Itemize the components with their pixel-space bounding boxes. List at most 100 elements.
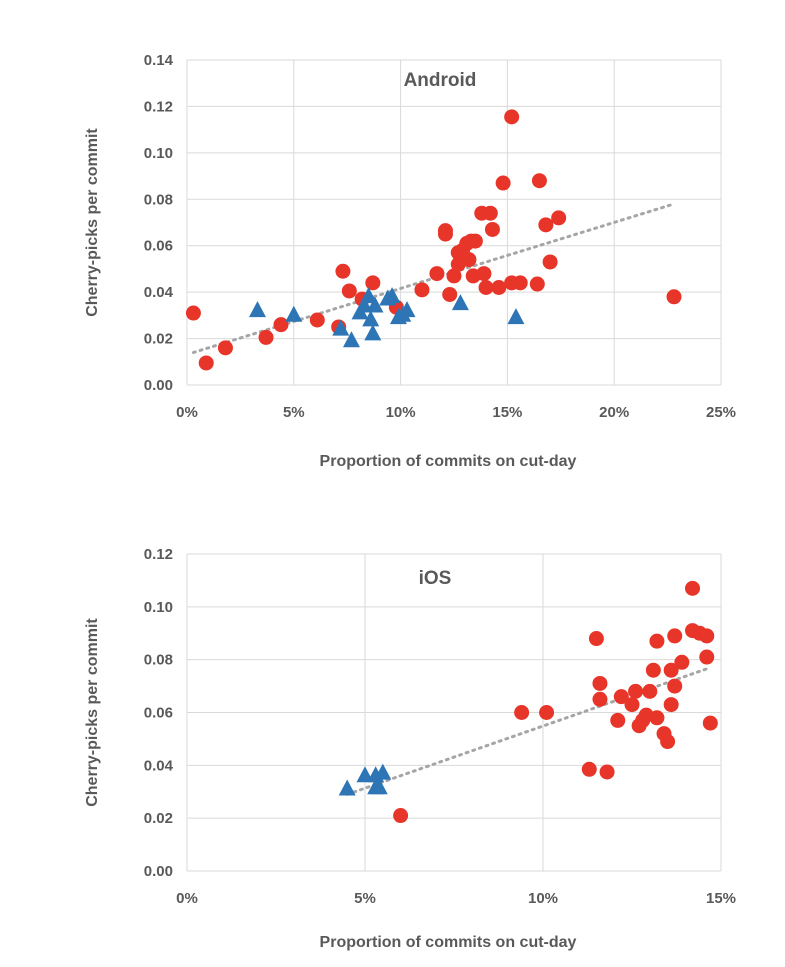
ios-circle-point (667, 678, 683, 694)
ios-x-tick-label: 15% (706, 890, 736, 907)
ios-circle-point (624, 697, 640, 713)
ios-circle-point (514, 705, 530, 720)
android-circle-point (414, 282, 430, 298)
android-y-tick-label: 0.12 (144, 98, 173, 115)
android-triangle-point (342, 331, 360, 348)
android-x-tick-label: 20% (599, 404, 629, 421)
android-circle-point (335, 263, 351, 279)
android-chart: 0.00 0.02 0.04 0.06 0.08 0.10 0.12 0.14 0% 5% 10%… (84, 52, 736, 470)
ios-points (338, 580, 718, 824)
ios-circle-point (642, 683, 658, 699)
ios-y-tick-label: 0.04 (144, 757, 174, 774)
ios-x-tick-label: 0% (176, 890, 198, 907)
ios-y-tick-label: 0.10 (144, 599, 173, 616)
android-circle-point (491, 280, 507, 295)
android-triangle-point (355, 296, 373, 313)
android-circle-point (309, 312, 325, 328)
android-x-tick-label: 15% (492, 404, 522, 421)
ios-y-tick-label: 0.00 (144, 863, 173, 880)
ios-y-tick-label: 0.12 (144, 546, 173, 563)
android-circle-point (531, 173, 547, 189)
ios-circle-point (581, 761, 597, 777)
ios-circle-point (393, 808, 409, 824)
ios-circle-point (667, 628, 683, 644)
ios-y-axis-label: Cherry-picks per commit (84, 618, 101, 807)
ios-x-tick-label: 10% (528, 890, 558, 907)
android-triangle-point (383, 287, 401, 304)
ios-circle-point (663, 662, 679, 678)
android-triangle-point (360, 287, 378, 304)
android-triangle-point (332, 319, 350, 336)
android-circle-point (542, 254, 558, 270)
android-circle-point (461, 252, 477, 268)
android-triangle-point (364, 324, 382, 341)
ios-circle-point (685, 580, 701, 596)
android-y-tick-label: 0.10 (144, 145, 173, 162)
android-y-tick-label: 0.06 (144, 238, 173, 255)
ios-y-tick-label: 0.02 (144, 810, 173, 827)
android-circle-point (198, 355, 214, 371)
ios-circle-point (699, 649, 715, 665)
ios-circle-point (539, 705, 555, 720)
ios-circle-point (649, 633, 665, 649)
android-circle-point (551, 210, 567, 226)
android-circle-point (478, 280, 494, 295)
ios-chart-title: iOS (419, 568, 452, 589)
android-circle-point (495, 175, 511, 191)
android-circle-point (341, 283, 357, 299)
ios-triangle-point (374, 763, 392, 780)
android-circle-point (467, 233, 483, 249)
android-y-tick-label: 0.14 (144, 52, 174, 69)
ios-y-axis: 0.00 0.02 0.04 0.06 0.08 0.10 0.12 (144, 546, 174, 880)
android-circle-point (504, 109, 520, 125)
ios-circle-point (610, 712, 626, 728)
android-triangle-point (398, 301, 416, 318)
android-points (185, 109, 682, 371)
android-triangle-point (507, 308, 525, 325)
ios-circle-point (649, 710, 665, 726)
ios-x-axis: 0% 5% 10% 15% (176, 890, 736, 907)
ios-circle-point (613, 689, 629, 705)
ios-circle-point (663, 697, 679, 713)
android-triangle-point (366, 296, 384, 313)
ios-x-tick-label: 5% (354, 890, 376, 907)
android-x-axis: 0% 5% 10% 15% 20% 25% (176, 404, 736, 421)
ios-circle-point (588, 631, 604, 647)
android-chart-title: Android (404, 70, 477, 91)
android-x-tick-label: 5% (283, 404, 305, 421)
android-y-tick-label: 0.00 (144, 377, 173, 394)
ios-chart: 0.000.020.040.060.080.100.12 0% 5% 10% 15% … (84, 546, 736, 951)
android-triangle-point (285, 305, 303, 322)
ios-circle-point (702, 715, 718, 731)
android-y-tick-label: 0.02 (144, 331, 173, 348)
ios-triangle-point (356, 766, 374, 783)
ios-trendline (345, 666, 712, 796)
android-x-tick-label: 10% (386, 404, 416, 421)
android-circle-point (476, 266, 492, 282)
android-circle-point (512, 275, 528, 291)
android-y-axis: 0.00 0.02 0.04 0.06 0.08 0.10 0.12 0.14 (144, 52, 174, 394)
android-circle-point (365, 275, 381, 291)
android-circle-point (429, 266, 445, 282)
android-x-tick-label: 0% (176, 404, 198, 421)
android-triangle-point (362, 310, 380, 327)
android-circle-point (217, 340, 233, 356)
android-circle-point (437, 223, 453, 239)
android-y-tick-label: 0.08 (144, 191, 173, 208)
ios-circle-point (592, 675, 608, 691)
ios-y-tick-label: 0.06 (144, 705, 173, 722)
ios-x-axis-label: Proportion of commits on cut-day (320, 934, 577, 951)
ios-gridlines (186, 553, 722, 872)
android-circle-point (666, 289, 682, 305)
android-x-axis-label: Proportion of commits on cut-day (320, 453, 577, 470)
android-circle-point (484, 221, 500, 237)
android-circle-point (258, 329, 274, 345)
android-y-tick-label: 0.04 (144, 284, 174, 301)
android-circle-point (185, 305, 201, 321)
android-triangle-point (451, 294, 469, 311)
ios-circle-point (699, 628, 715, 644)
android-circle-point (538, 217, 554, 233)
android-circle-point (446, 268, 462, 284)
android-triangle-point (248, 301, 266, 318)
